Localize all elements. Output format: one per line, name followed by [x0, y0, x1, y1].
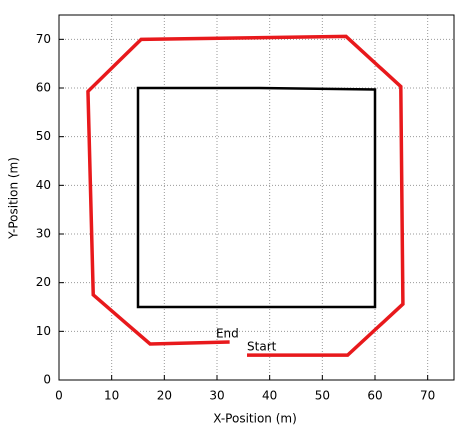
x-tick-label: 30 [209, 389, 224, 403]
x-tick-label: 60 [367, 389, 382, 403]
y-tick-label: 70 [36, 32, 51, 46]
y-tick-label: 0 [43, 373, 51, 387]
y-tick-label: 50 [36, 129, 51, 143]
x-tick-label: 40 [262, 389, 277, 403]
x-tick-label: 10 [104, 389, 119, 403]
annotation: Start [247, 339, 277, 353]
x-axis-label: X-Position (m) [213, 412, 297, 426]
line [86, 34, 405, 357]
annotation: End [216, 326, 239, 340]
x-tick-label: 0 [55, 389, 63, 403]
y-tick-label: 10 [36, 324, 51, 338]
x-tick-label: 70 [420, 389, 435, 403]
x-tick-label: 50 [315, 389, 330, 403]
y-axis-label: Y-Position (m) [7, 157, 21, 240]
plot-frame [58, 14, 455, 381]
y-tick-label: 20 [36, 275, 51, 289]
y-tick-label: 60 [36, 81, 51, 95]
line [136, 86, 377, 309]
y-tick-label: 30 [36, 227, 51, 241]
y-tick-label: 40 [36, 178, 51, 192]
x-tick-label: 20 [157, 389, 172, 403]
